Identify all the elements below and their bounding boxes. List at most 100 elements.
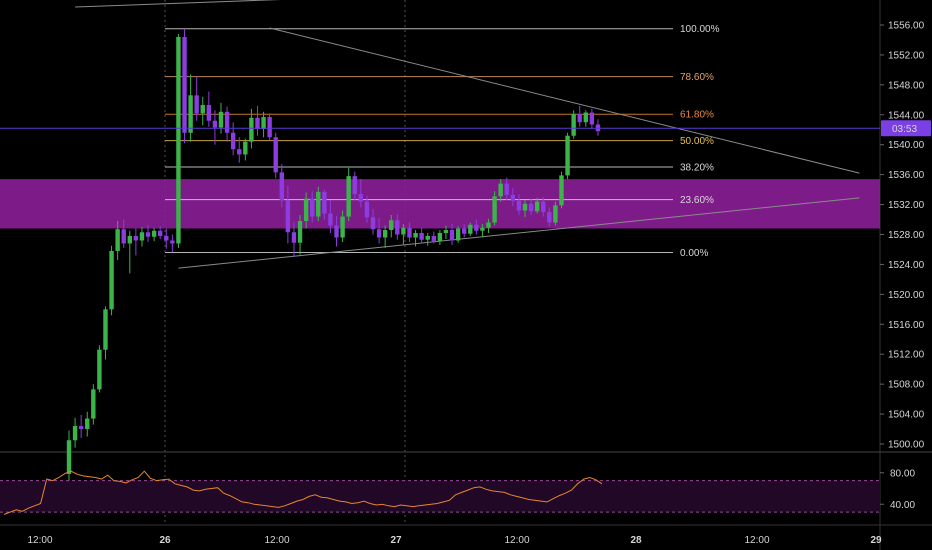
candle-body-53 — [389, 220, 394, 231]
candle-body-20 — [188, 95, 193, 133]
trendline-1 — [178, 197, 860, 269]
candle-body-23 — [206, 105, 212, 121]
candle-body-11 — [133, 235, 139, 241]
candle-body-1 — [72, 426, 78, 441]
time-tick-label-1: 26 — [159, 535, 171, 546]
candle-body-14 — [151, 230, 157, 237]
price-tick-label-14: 1500.00 — [888, 440, 925, 451]
oscillator-tick-label-1: 40.00 — [890, 500, 915, 511]
fib-level-label-4: 38.20% — [680, 162, 714, 173]
candle-body-39 — [303, 198, 309, 222]
candle-body-50 — [370, 217, 376, 230]
candle-body-34 — [273, 137, 278, 173]
candle-body-19 — [182, 36, 187, 133]
price-axis[interactable]: 1556.00 1552.00 1548.00 1544.00 1540.00 1536.… — [880, 21, 931, 451]
time-tick-label-7: 29 — [870, 535, 882, 546]
candle-body-44 — [334, 225, 339, 238]
candle-body-80 — [553, 205, 558, 223]
current-price-label: 03:53 — [892, 124, 917, 135]
candle-body-46 — [346, 176, 351, 217]
candle-body-54 — [395, 220, 400, 235]
candle-body-75 — [522, 203, 528, 211]
time-tick-label-2: 12:00 — [264, 535, 289, 546]
candle-body-38 — [297, 221, 303, 243]
candle-body-84 — [577, 114, 582, 123]
price-tick-label-8: 1524.00 — [888, 260, 925, 271]
candle-body-3 — [85, 418, 90, 430]
candle-body-36 — [285, 200, 291, 233]
candle-body-82 — [565, 135, 570, 176]
candle-body-57 — [413, 233, 418, 238]
trendlines[interactable] — [75, 0, 860, 269]
candle-body-17 — [170, 240, 175, 244]
candle-body-52 — [382, 230, 388, 238]
time-tick-label-0: 12:00 — [27, 535, 52, 546]
candle-body-21 — [194, 95, 199, 114]
time-tick-label-4: 12:00 — [504, 535, 529, 546]
candle-body-76 — [528, 203, 534, 212]
current-price-badge — [881, 120, 931, 137]
candle-body-25 — [218, 111, 224, 128]
time-axis[interactable]: 12:00 26 12:00 27 12:00 28 12:00 29 — [27, 535, 882, 546]
fibonacci-retracement[interactable]: 100.00% 78.60% 61.80% 50.00% 38.20% 23.60% 0.0… — [165, 24, 720, 259]
candle-body-24 — [212, 120, 218, 128]
candle-body-28 — [237, 149, 242, 155]
candle-body-9 — [121, 229, 126, 244]
candle-body-79 — [547, 212, 552, 223]
candle-body-22 — [200, 105, 205, 114]
candle-body-6 — [103, 309, 108, 350]
fib-level-label-1: 78.60% — [680, 72, 714, 83]
price-tick-label-1: 1552.00 — [888, 50, 925, 61]
candle-body-0 — [66, 440, 72, 474]
candle-body-43 — [328, 213, 333, 226]
price-tick-label-3: 1544.00 — [888, 110, 925, 121]
candle-body-64 — [455, 228, 461, 241]
fib-level-label-3: 50.00% — [680, 136, 714, 147]
candle-body-35 — [279, 172, 284, 201]
price-tick-label-5: 1536.00 — [888, 170, 925, 181]
candle-body-5 — [97, 349, 102, 390]
candle-body-12 — [139, 232, 145, 241]
time-tick-label-3: 27 — [390, 535, 402, 546]
candle-body-48 — [358, 194, 364, 202]
price-tick-label-11: 1512.00 — [888, 350, 925, 361]
candle-body-85 — [583, 112, 588, 123]
candle-body-49 — [364, 201, 370, 218]
candle-body-70 — [492, 196, 497, 223]
candle-body-27 — [230, 132, 236, 150]
candle-body-16 — [164, 235, 169, 241]
candle-body-72 — [504, 183, 509, 195]
candle-body-31 — [255, 117, 260, 130]
candle-body-58 — [419, 233, 424, 240]
time-tick-label-6: 12:00 — [744, 535, 769, 546]
candle-body-83 — [571, 114, 576, 136]
candle-body-37 — [291, 232, 297, 243]
candle-body-30 — [249, 117, 254, 142]
candle-body-55 — [401, 227, 406, 235]
trendline-0 — [269, 27, 860, 174]
candle-body-18 — [176, 36, 181, 244]
candle-body-62 — [443, 230, 449, 234]
oscillator-pane: 80.00 40.00 — [0, 468, 915, 515]
candle-body-69 — [486, 222, 491, 228]
candle-body-59 — [425, 235, 430, 240]
fib-level-label-5: 23.60% — [680, 195, 714, 206]
candle-body-66 — [468, 224, 473, 234]
oscillator-band — [0, 480, 880, 513]
price-tick-label-4: 1540.00 — [888, 140, 925, 151]
candle-body-13 — [145, 232, 151, 237]
zone-rect — [0, 179, 880, 229]
candle-body-26 — [224, 111, 230, 133]
candle-body-65 — [462, 228, 467, 234]
candle-body-8 — [115, 229, 120, 251]
candle-body-77 — [534, 201, 540, 212]
candle-body-67 — [474, 224, 479, 231]
candle-body-68 — [480, 227, 485, 231]
candle-body-10 — [127, 235, 132, 244]
candle-body-78 — [541, 201, 546, 213]
candle-body-51 — [376, 229, 382, 238]
candle-body-41 — [316, 191, 321, 217]
candle-body-63 — [449, 230, 455, 241]
